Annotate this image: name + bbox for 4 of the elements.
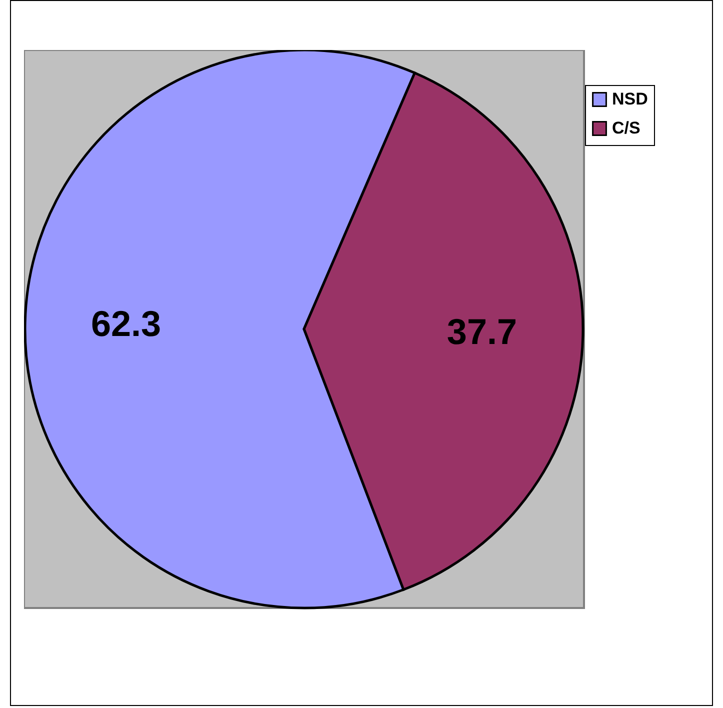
data-label: 37.7 [446, 310, 517, 352]
legend-label: NSD [612, 90, 648, 108]
data-label: 62.3 [91, 303, 162, 344]
legend-label: C/S [612, 118, 640, 138]
